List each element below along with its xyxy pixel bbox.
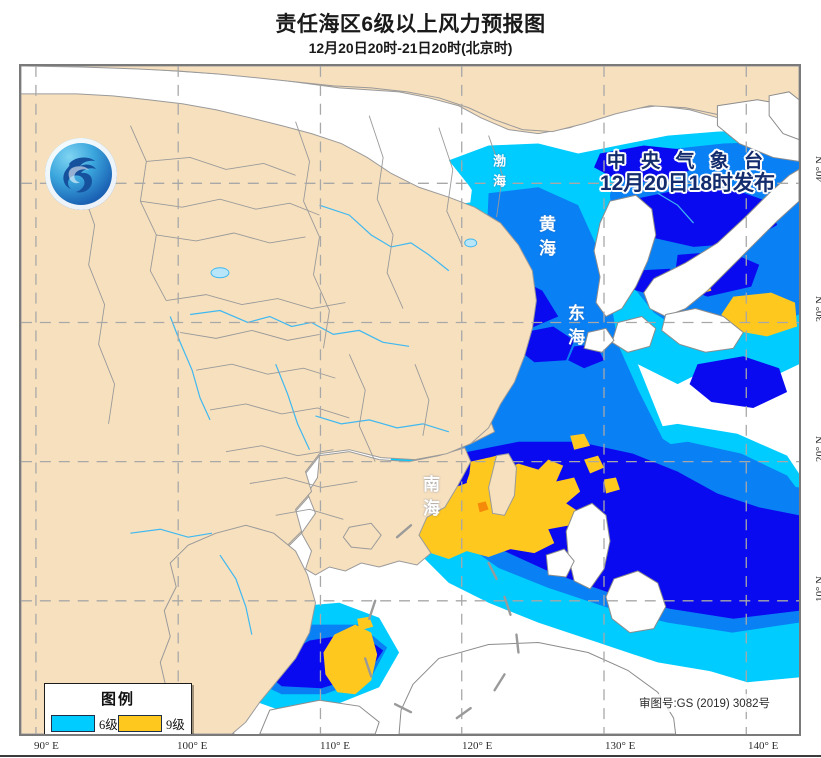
lat-tick-10: 10° N [814,576,821,602]
legend-item-9[interactable]: 9级 [118,714,185,733]
legend-title: 图例 [100,691,135,708]
lat-tick-30: 30° N [814,296,821,322]
cma-logo-icon [45,138,117,210]
legend-box[interactable]: 图例 6级 9级 7级 10级 [44,683,192,736]
lon-tick-140: 140° E [748,740,779,752]
legend-rows: 6级 9级 7级 10级 8级 [45,712,191,736]
legend-item-6[interactable]: 6级 [51,714,118,733]
page-subtitle: 12月20日20时-21日20时(北京时) [308,40,513,56]
lon-tick-110: 110° E [320,740,350,752]
legend-row: 7级 10级 [51,735,185,736]
issue-time: 12月20日18时发布 [599,171,775,195]
agency-name: 中 央 气 象 台 [606,151,769,172]
lon-tick-90: 90° E [34,740,59,752]
legend-label-6: 6级 [99,718,118,732]
agency-stamp: 中 央 气 象 台 12月20日18时发布 [599,151,775,195]
page-title: 责任海区6级以上风力预报图 [275,13,546,36]
legend-swatch-6 [51,715,95,732]
legend-swatch-9 [118,715,162,732]
lon-tick-130: 130° E [605,740,636,752]
legend-row: 6级 9级 [51,712,185,734]
sea-label-bohai: 渤海 [491,154,506,194]
lon-tick-120: 120° E [462,740,493,752]
bottom-rule [0,755,821,757]
approval-number: 审图号:GS (2019) 3082号 [635,694,773,712]
lon-tick-100: 100° E [177,740,208,752]
sea-label-yellow: 黄海 [536,215,555,263]
lat-tick-20: 20° N [814,436,821,462]
lat-tick-40: 40° N [814,156,821,182]
sea-label-east-china: 东海 [565,304,584,352]
map-canvas [21,66,799,734]
legend-label-9: 9级 [166,718,185,732]
sea-label-south-china: 南海 [420,475,439,523]
forecast-map[interactable]: 渤海 黄海 东海 南海 中 央 气 象 台 12月20日18时发布 图例 6级 … [19,64,801,736]
